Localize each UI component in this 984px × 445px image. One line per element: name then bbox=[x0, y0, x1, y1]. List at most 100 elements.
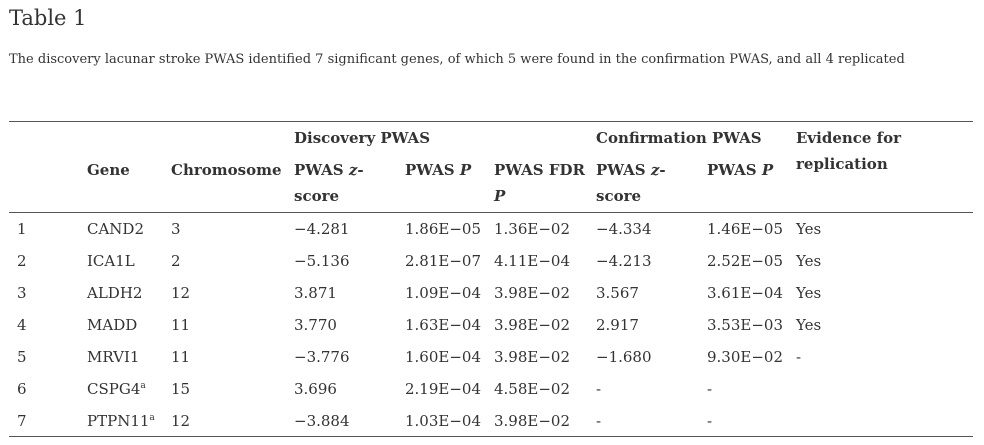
cell-confirmation-p: - bbox=[707, 380, 713, 398]
cell-confirmation-z: - bbox=[596, 412, 602, 430]
cell-discovery-fdr: 4.58E−02 bbox=[494, 380, 571, 398]
cell-discovery-z: 3.696 bbox=[294, 380, 337, 398]
header-text: PWAS bbox=[596, 161, 651, 179]
cell-confirmation-p: 2.52E−05 bbox=[707, 252, 784, 270]
header-italic: P bbox=[459, 161, 472, 179]
gene-name: MRVI1 bbox=[87, 348, 140, 366]
header-discovery-z-score: PWAS z- score bbox=[294, 157, 364, 209]
header-text: - bbox=[357, 161, 364, 179]
cell-gene: PTPN11a bbox=[87, 411, 155, 431]
table-title: Table 1 bbox=[9, 6, 87, 30]
header-text: score bbox=[596, 187, 642, 205]
row-number: 7 bbox=[17, 412, 27, 430]
cell-chromosome: 12 bbox=[171, 412, 191, 430]
cell-evidence: Yes bbox=[796, 220, 822, 238]
gene-name: ALDH2 bbox=[87, 284, 143, 302]
cell-discovery-p: 2.19E−04 bbox=[405, 380, 482, 398]
table-bottom-rule bbox=[9, 436, 973, 437]
table-caption: The discovery lacunar stroke PWAS identi… bbox=[9, 52, 905, 67]
header-text: PWAS FDR bbox=[494, 161, 585, 179]
header-italic: P bbox=[761, 161, 774, 179]
header-confirmation-z-score: PWAS z- score bbox=[596, 157, 666, 209]
row-number: 5 bbox=[17, 348, 27, 366]
header-italic: z bbox=[348, 161, 358, 179]
cell-discovery-z: 3.770 bbox=[294, 316, 337, 334]
cell-discovery-p: 2.81E−07 bbox=[405, 252, 482, 270]
cell-discovery-p: 1.86E−05 bbox=[405, 220, 482, 238]
header-text: PWAS bbox=[707, 161, 762, 179]
cell-discovery-p: 1.63E−04 bbox=[405, 316, 482, 334]
header-evidence-line1: Evidence for bbox=[796, 129, 902, 147]
cell-confirmation-z: −1.680 bbox=[596, 348, 652, 366]
cell-confirmation-p: 9.30E−02 bbox=[707, 348, 784, 366]
cell-discovery-z: 3.871 bbox=[294, 284, 337, 302]
cell-gene: MADD bbox=[87, 315, 137, 335]
header-chromosome: Chromosome bbox=[171, 161, 282, 179]
cell-chromosome: 12 bbox=[171, 284, 191, 302]
row-number: 1 bbox=[17, 220, 27, 238]
cell-discovery-fdr: 4.11E−04 bbox=[494, 252, 571, 270]
cell-confirmation-p: 3.61E−04 bbox=[707, 284, 784, 302]
cell-confirmation-z: −4.334 bbox=[596, 220, 652, 238]
header-confirmation-pwas: Confirmation PWAS bbox=[596, 129, 762, 147]
header-text: PWAS bbox=[405, 161, 460, 179]
cell-confirmation-z: −4.213 bbox=[596, 252, 652, 270]
header-evidence-for-replication: Evidence for replication bbox=[796, 125, 901, 177]
cell-evidence: Yes bbox=[796, 252, 822, 270]
cell-evidence: Yes bbox=[796, 284, 822, 302]
gene-name: PTPN11 bbox=[87, 412, 150, 430]
cell-chromosome: 3 bbox=[171, 220, 181, 238]
header-text: PWAS bbox=[294, 161, 349, 179]
cell-discovery-z: −4.281 bbox=[294, 220, 350, 238]
header-italic: P bbox=[494, 187, 506, 205]
cell-discovery-fdr: 3.98E−02 bbox=[494, 412, 571, 430]
gene-name: CAND2 bbox=[87, 220, 145, 238]
header-italic: z bbox=[650, 161, 660, 179]
row-number: 4 bbox=[17, 316, 27, 334]
cell-confirmation-p: 3.53E−03 bbox=[707, 316, 784, 334]
cell-evidence: Yes bbox=[796, 316, 822, 334]
cell-discovery-p: 1.03E−04 bbox=[405, 412, 482, 430]
cell-discovery-z: −5.136 bbox=[294, 252, 350, 270]
cell-chromosome: 2 bbox=[171, 252, 181, 270]
table-header-rule bbox=[9, 212, 973, 213]
gene-name: CSPG4 bbox=[87, 380, 141, 398]
cell-discovery-p: 1.60E−04 bbox=[405, 348, 482, 366]
header-discovery-p: PWAS P bbox=[405, 157, 471, 183]
header-text: score bbox=[294, 187, 340, 205]
cell-gene: CAND2 bbox=[87, 219, 144, 239]
cell-confirmation-z: 3.567 bbox=[596, 284, 639, 302]
cell-gene: ALDH2 bbox=[87, 283, 142, 303]
cell-discovery-fdr: 3.98E−02 bbox=[494, 316, 571, 334]
cell-chromosome: 11 bbox=[171, 316, 191, 334]
cell-confirmation-z: - bbox=[596, 380, 602, 398]
table-top-rule bbox=[9, 121, 973, 122]
header-evidence-line2: replication bbox=[796, 155, 888, 173]
cell-discovery-fdr: 1.36E−02 bbox=[494, 220, 571, 238]
cell-confirmation-p: 1.46E−05 bbox=[707, 220, 784, 238]
cell-discovery-z: −3.776 bbox=[294, 348, 350, 366]
footnote-marker: a bbox=[149, 413, 155, 423]
cell-confirmation-z: 2.917 bbox=[596, 316, 639, 334]
footnote-marker: a bbox=[140, 381, 146, 391]
cell-gene: CSPG4a bbox=[87, 379, 146, 399]
header-confirmation-p: PWAS P bbox=[707, 157, 773, 183]
header-text: - bbox=[659, 161, 666, 179]
gene-name: ICA1L bbox=[87, 252, 135, 270]
header-discovery-fdr-p: PWAS FDR P bbox=[494, 157, 585, 209]
cell-confirmation-p: - bbox=[707, 412, 713, 430]
cell-discovery-fdr: 3.98E−02 bbox=[494, 348, 571, 366]
row-number: 3 bbox=[17, 284, 27, 302]
cell-discovery-fdr: 3.98E−02 bbox=[494, 284, 571, 302]
gene-name: MADD bbox=[87, 316, 138, 334]
cell-gene: ICA1L bbox=[87, 251, 135, 271]
cell-chromosome: 15 bbox=[171, 380, 191, 398]
header-gene: Gene bbox=[87, 161, 130, 179]
cell-discovery-p: 1.09E−04 bbox=[405, 284, 482, 302]
header-discovery-pwas: Discovery PWAS bbox=[294, 129, 431, 147]
row-number: 2 bbox=[17, 252, 27, 270]
cell-gene: MRVI1 bbox=[87, 347, 139, 367]
cell-discovery-z: −3.884 bbox=[294, 412, 350, 430]
cell-chromosome: 11 bbox=[171, 348, 191, 366]
row-number: 6 bbox=[17, 380, 27, 398]
